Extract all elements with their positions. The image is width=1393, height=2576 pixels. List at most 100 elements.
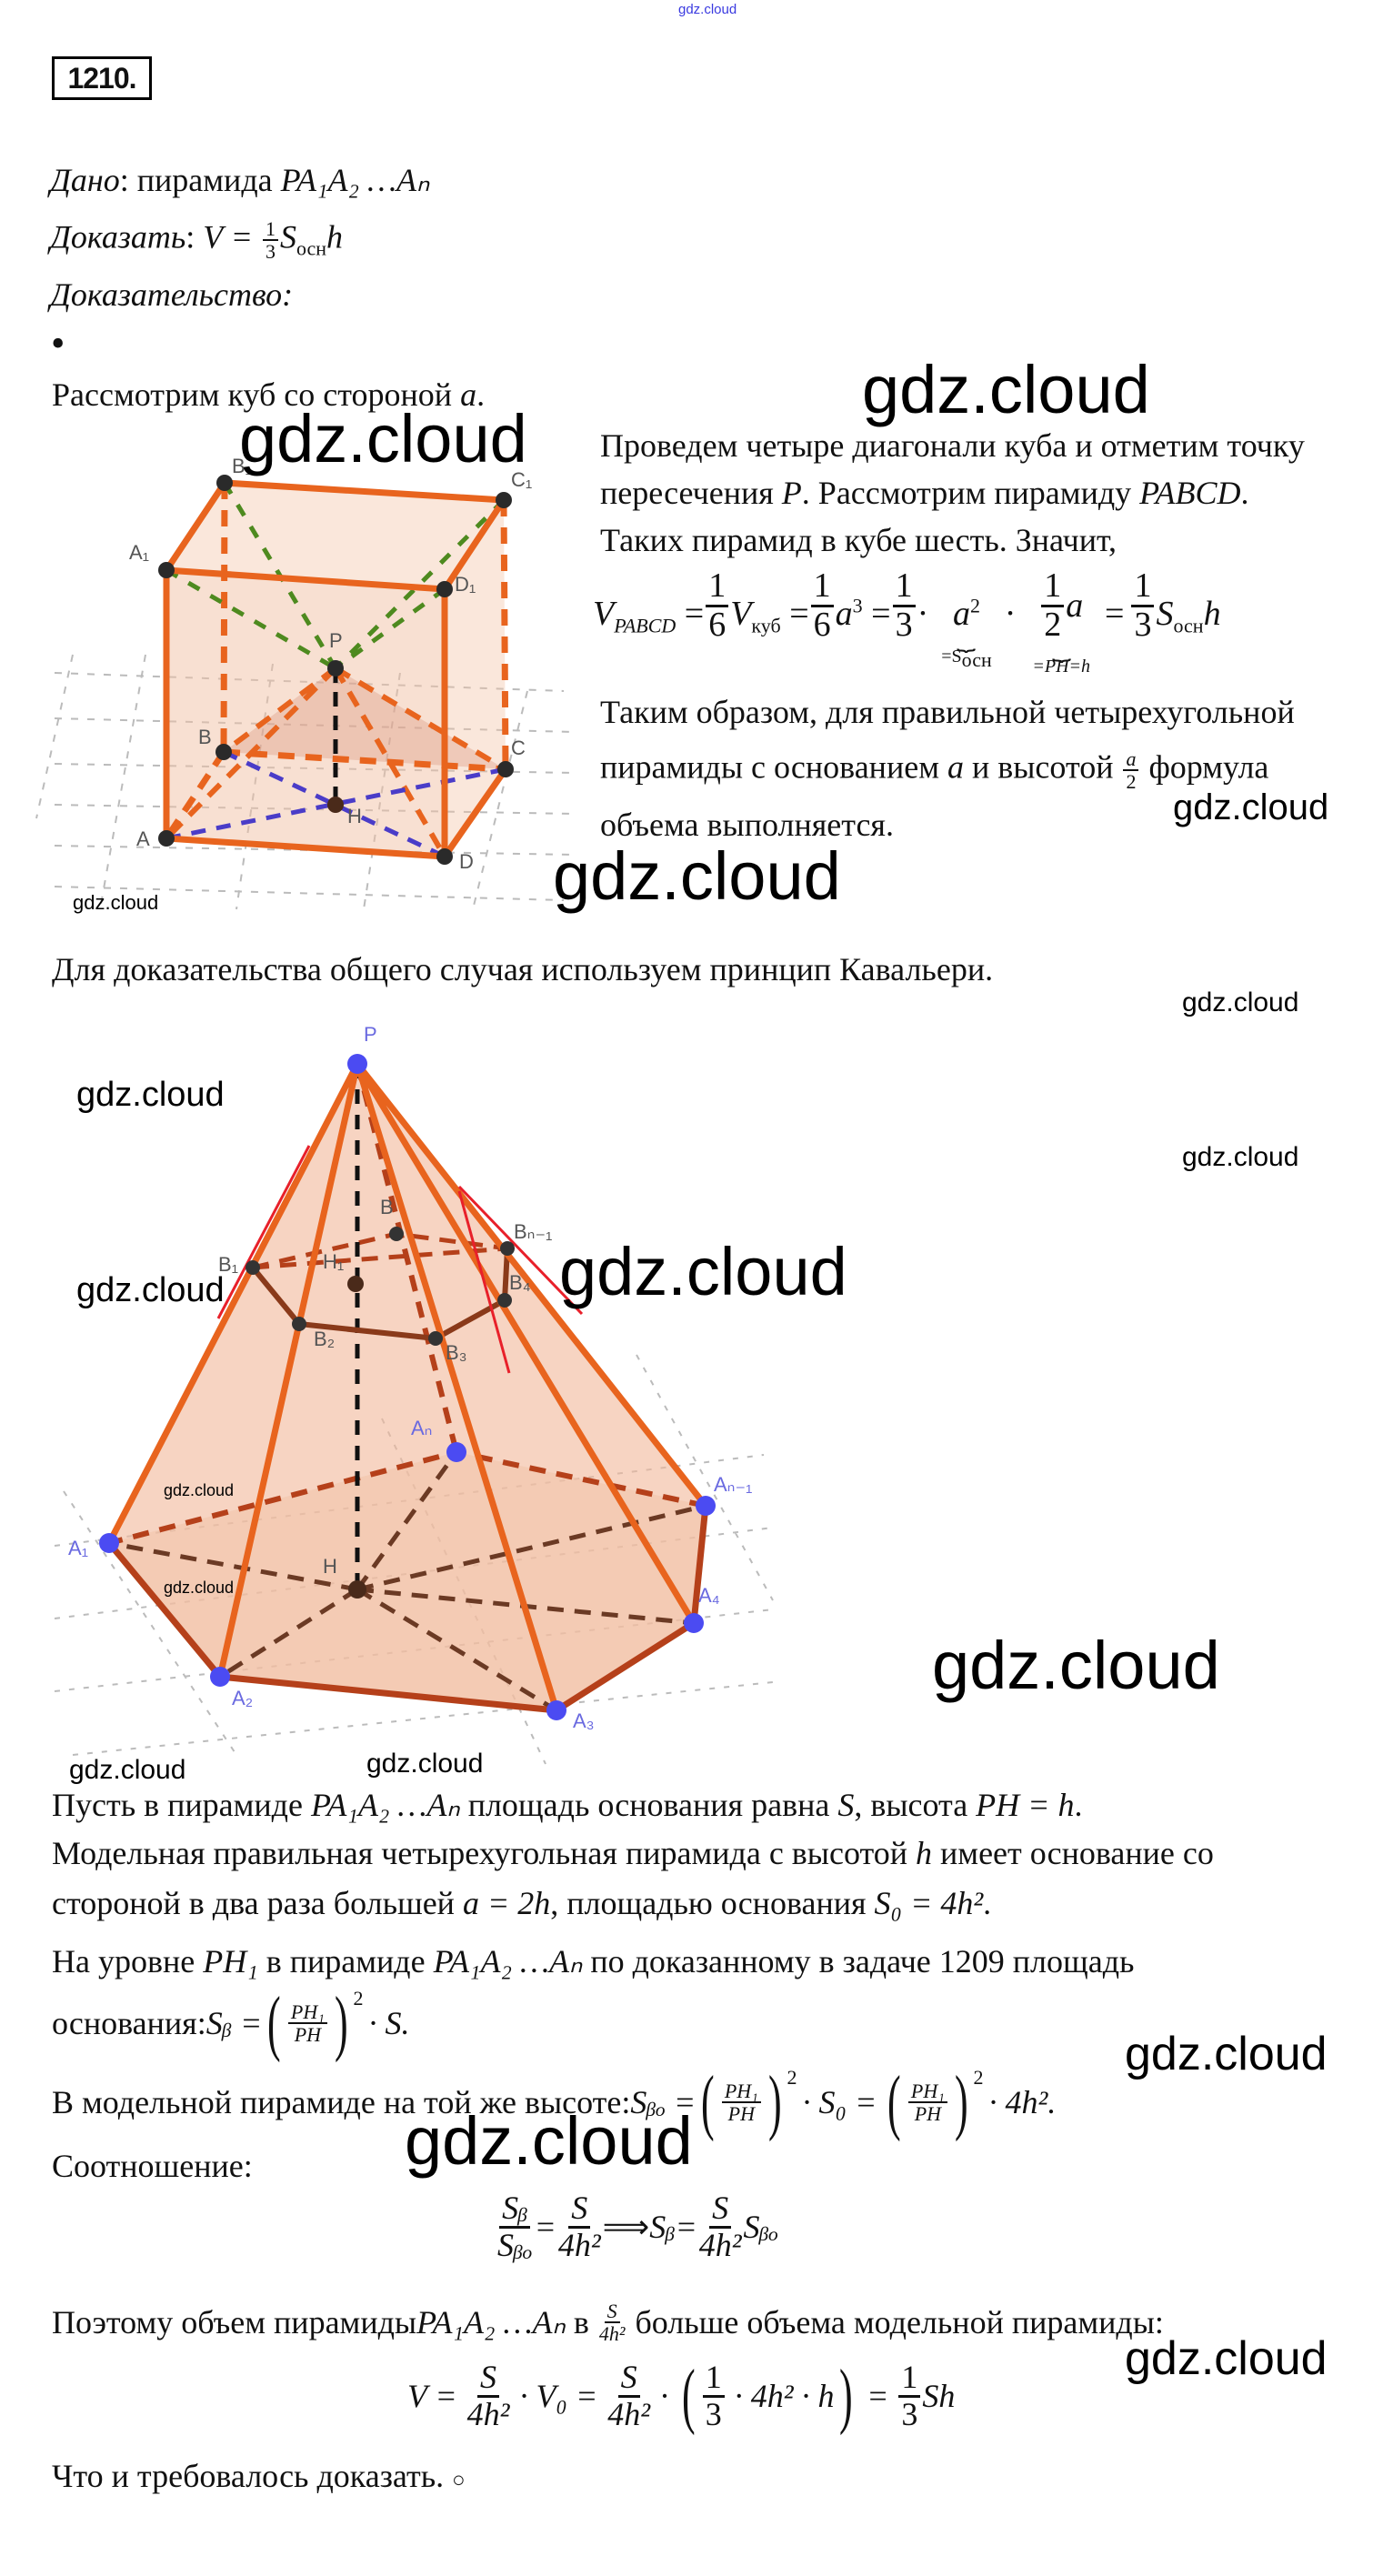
label-a4: A₄ bbox=[698, 1584, 720, 1607]
d: 3 bbox=[901, 2395, 918, 2432]
t: В модельной пирамиде на той же высоте: bbox=[52, 2084, 631, 2120]
d: Sᵦₒ bbox=[497, 2226, 533, 2263]
given-line: Дано: пирамида PA₁A₂ …Aₙ bbox=[50, 162, 429, 198]
right-line-4: Таким образом, для правильной четырехуго… bbox=[600, 694, 1295, 730]
problem-number: 1210. bbox=[52, 56, 152, 100]
frac-ph1-ph: PH₁ PH bbox=[721, 2080, 761, 2125]
f: =PH=h bbox=[1032, 656, 1091, 677]
t: , площадью основания bbox=[550, 1885, 875, 1921]
f: · bbox=[1004, 595, 1017, 633]
t: Модельная правильная четырехугольная пир… bbox=[52, 1835, 917, 1871]
f: осн bbox=[961, 648, 992, 671]
pyramid-points bbox=[99, 1054, 716, 1720]
para-line-1: Пусть в пирамиде PA₁A₂ …Aₙ площадь основ… bbox=[52, 1787, 1082, 1823]
t: по доказанному в задаче 1209 площадь bbox=[582, 1943, 1135, 1980]
t: пересечения bbox=[600, 475, 782, 511]
para-line-8: Поэтому объем пирамиды PA₁A₂ …Aₙ в S 4h² … bbox=[52, 2300, 1164, 2344]
t: формула bbox=[1140, 748, 1269, 786]
t: Sᵦₒ = bbox=[630, 2084, 696, 2120]
label-h1: H₁ bbox=[323, 1250, 344, 1273]
n: PH₁ bbox=[721, 2080, 761, 2103]
frac-s-4h2: S 4h² bbox=[699, 2190, 742, 2263]
label-d1: D₁ bbox=[455, 573, 476, 596]
f: =S bbox=[941, 647, 962, 667]
t: S₀ = 4h² bbox=[874, 1885, 984, 1921]
implies: ⟹ bbox=[602, 2209, 650, 2246]
t: Sᵦ = bbox=[205, 2005, 263, 2041]
t: основания: bbox=[52, 2005, 206, 2041]
right-line-2: пересечения P. Рассмотрим пирамиду PABCD… bbox=[600, 475, 1249, 511]
n: Sᵦ bbox=[499, 2190, 531, 2229]
f: 3 bbox=[852, 594, 863, 617]
n: 1 bbox=[892, 567, 916, 607]
d: 2 bbox=[1126, 770, 1137, 794]
t: . bbox=[983, 1885, 992, 1921]
t: S bbox=[837, 1787, 855, 1823]
watermark: gdz.cloud bbox=[73, 891, 159, 914]
para-line-5: основания: Sᵦ = (PH₁ PH) 2 · S. bbox=[52, 1987, 410, 2060]
d: 2 bbox=[1044, 605, 1062, 644]
given-label: Дано bbox=[50, 162, 120, 198]
watermark: gdz.cloud bbox=[553, 838, 841, 914]
t: · 4h². bbox=[988, 2084, 1057, 2120]
pyramid-base-edges bbox=[106, 1505, 709, 1714]
t: в пирамиде bbox=[257, 1943, 434, 1980]
d: 4h² bbox=[607, 2395, 651, 2432]
t: 2 bbox=[787, 2066, 797, 2089]
label-a2: A₂ bbox=[232, 1687, 253, 1709]
numerator: 1 bbox=[262, 218, 278, 242]
f: куб bbox=[751, 614, 781, 637]
watermark: gdz.cloud bbox=[76, 1076, 225, 1114]
label-b4: B₄ bbox=[509, 1271, 531, 1294]
t: · bbox=[652, 2378, 677, 2414]
watermark: gdz.cloud bbox=[1125, 2028, 1328, 2080]
watermark: gdz.cloud bbox=[239, 401, 527, 476]
watermark: gdz.cloud bbox=[1173, 787, 1329, 827]
cube-intro-var: a bbox=[460, 376, 477, 413]
f: a bbox=[1066, 586, 1084, 626]
pyramid-edges bbox=[105, 1061, 708, 1712]
para-line-6: В модельной пирамиде на той же высоте: S… bbox=[52, 2066, 1056, 2139]
frac-sb-sbo: Sᵦ Sᵦₒ bbox=[497, 2190, 533, 2263]
label-h: H bbox=[347, 805, 362, 827]
given-expr: PA₁A₂ …Aₙ bbox=[280, 162, 430, 198]
pyramid-labels: P B Bₙ₋₁ B₁ H₁ B₂ B₃ B₄ Aₙ Aₙ₋₁ A₁ A₂ A₃… bbox=[68, 1023, 752, 1732]
watermark: gdz.cloud bbox=[862, 352, 1150, 427]
label-a1: A₁ bbox=[129, 541, 149, 564]
d: 6 bbox=[813, 605, 831, 644]
bullet: • bbox=[51, 321, 65, 366]
proof-label: Доказательство: bbox=[50, 276, 294, 313]
t: PA₁A₂ …Aₙ bbox=[433, 1943, 583, 1980]
d: PH bbox=[727, 2102, 755, 2125]
label-b: B bbox=[380, 1196, 394, 1218]
f: a bbox=[835, 595, 853, 633]
d: 6 bbox=[708, 605, 727, 644]
frac-s-4h2: S 4h² bbox=[558, 2190, 601, 2263]
t: Sᵦₒ bbox=[743, 2209, 779, 2246]
underbrace: ⏟ bbox=[957, 628, 977, 651]
n: 1 bbox=[898, 2360, 921, 2398]
f: = bbox=[862, 595, 891, 633]
n: 1 bbox=[1041, 567, 1065, 607]
t: PA₁A₂ …Aₙ bbox=[416, 2304, 566, 2341]
t: PH = h bbox=[976, 1787, 1075, 1823]
paren-open: ( bbox=[701, 2062, 715, 2142]
t: . bbox=[1240, 475, 1249, 511]
t: a bbox=[947, 748, 964, 786]
n: S bbox=[709, 2190, 732, 2229]
label-p: P bbox=[329, 629, 343, 652]
n: a bbox=[1123, 748, 1139, 772]
watermark: gdz.cloud bbox=[366, 1749, 484, 1779]
cube-faces bbox=[166, 570, 445, 857]
para-line-3: стороной в два раза большей a = 2h, площ… bbox=[52, 1885, 991, 1921]
f: h bbox=[1203, 595, 1221, 633]
n: 1 bbox=[706, 567, 729, 607]
t: стороной в два раза большей bbox=[52, 1885, 463, 1921]
t: Пусть в пирамиде bbox=[52, 1787, 311, 1823]
prove-label: Доказать bbox=[50, 218, 186, 256]
